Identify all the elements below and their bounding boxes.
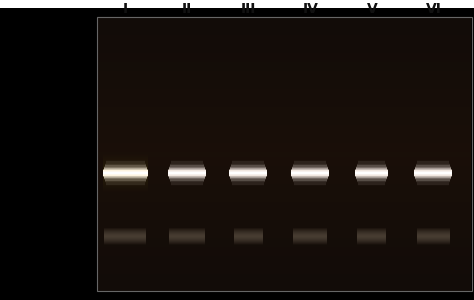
Text: II: II [182,2,192,16]
Text: IV: IV [302,2,319,16]
Text: 1500 pb: 1500 pb [2,165,51,178]
Text: VI: VI [426,2,442,16]
Text: V: V [367,2,377,16]
Text: III: III [241,2,256,16]
Text: I: I [123,2,128,16]
Bar [97,17,472,291]
